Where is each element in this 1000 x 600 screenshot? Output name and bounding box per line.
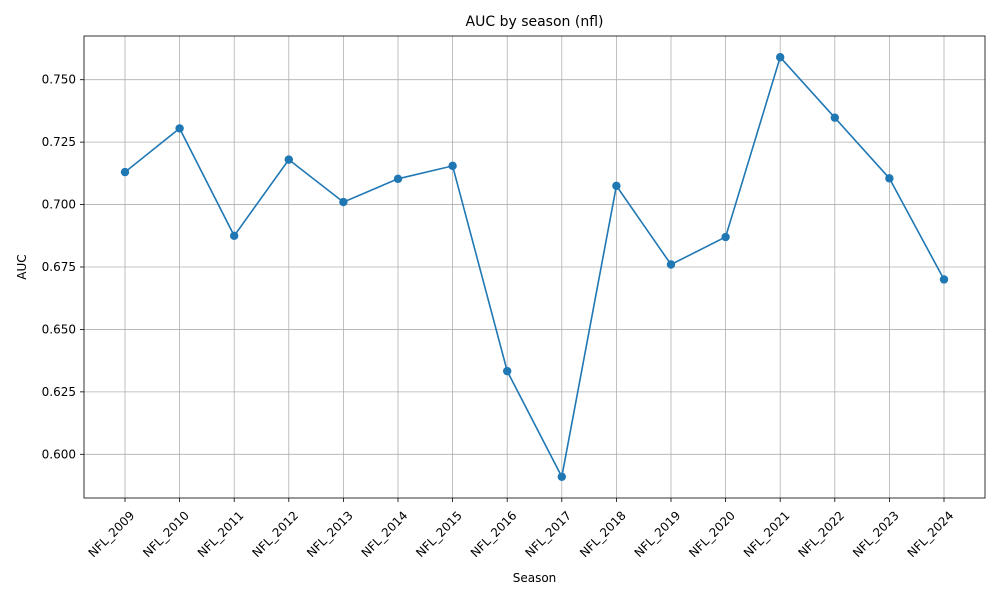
data-point bbox=[666, 260, 676, 269]
data-point bbox=[557, 472, 566, 481]
data-point bbox=[448, 161, 457, 171]
y-tick-label: 0.700 bbox=[42, 198, 76, 212]
y-tick-label: 0.725 bbox=[42, 135, 76, 149]
x-tick-label: NFL_2012 bbox=[249, 508, 301, 560]
x-tick-label: NFL_2019 bbox=[632, 508, 684, 560]
data-point bbox=[830, 113, 839, 122]
data-point bbox=[503, 366, 512, 376]
x-tick-label: NFL_2022 bbox=[795, 508, 847, 560]
x-tick-label: NFL_2016 bbox=[468, 508, 520, 560]
x-axis-label: Season bbox=[513, 571, 557, 585]
x-tick-label: NFL_2015 bbox=[413, 508, 465, 560]
x-tick-label: NFL_2021 bbox=[741, 508, 793, 560]
data-point bbox=[721, 232, 730, 242]
x-tick-label: NFL_2014 bbox=[359, 508, 411, 560]
x-axis-ticks: NFL_2009 NFL_2010 NFL_2011 NFL_2012 NFL_2013… bbox=[86, 498, 957, 560]
data-point bbox=[120, 167, 130, 177]
data-point bbox=[230, 231, 239, 240]
chart-title: AUC by season (nfl) bbox=[466, 14, 604, 30]
series bbox=[120, 53, 949, 481]
x-tick-label: NFL_2010 bbox=[140, 508, 192, 560]
data-point bbox=[284, 155, 293, 164]
y-tick-label: 0.600 bbox=[42, 447, 76, 461]
data-point bbox=[939, 275, 949, 284]
data-point bbox=[612, 181, 621, 191]
x-tick-label: NFL_2024 bbox=[905, 508, 957, 560]
data-point bbox=[885, 174, 894, 183]
y-axis-label: AUC bbox=[15, 254, 29, 279]
x-tick-label: NFL_2017 bbox=[522, 508, 574, 560]
y-tick-label: 0.750 bbox=[42, 73, 76, 87]
data-point bbox=[393, 174, 403, 184]
x-tick-label: NFL_2018 bbox=[577, 508, 629, 560]
x-tick-label: NFL_2023 bbox=[850, 508, 902, 560]
y-tick-label: 0.625 bbox=[42, 385, 76, 399]
data-point bbox=[776, 53, 785, 62]
data-point bbox=[175, 124, 184, 133]
series-line bbox=[124, 55, 945, 480]
grid bbox=[84, 36, 985, 498]
y-tick-label: 0.650 bbox=[42, 322, 76, 336]
x-tick-label: NFL_2009 bbox=[86, 508, 138, 560]
y-tick-label: 0.675 bbox=[42, 260, 76, 274]
x-tick-label: NFL_2011 bbox=[195, 508, 247, 560]
y-axis-ticks: 0.600 0.625 0.650 0.675 0.700 0.725 0.750 bbox=[42, 73, 84, 461]
x-tick-label: NFL_2013 bbox=[304, 508, 356, 560]
data-point bbox=[339, 197, 348, 207]
x-tick-label: NFL_2020 bbox=[686, 508, 738, 560]
